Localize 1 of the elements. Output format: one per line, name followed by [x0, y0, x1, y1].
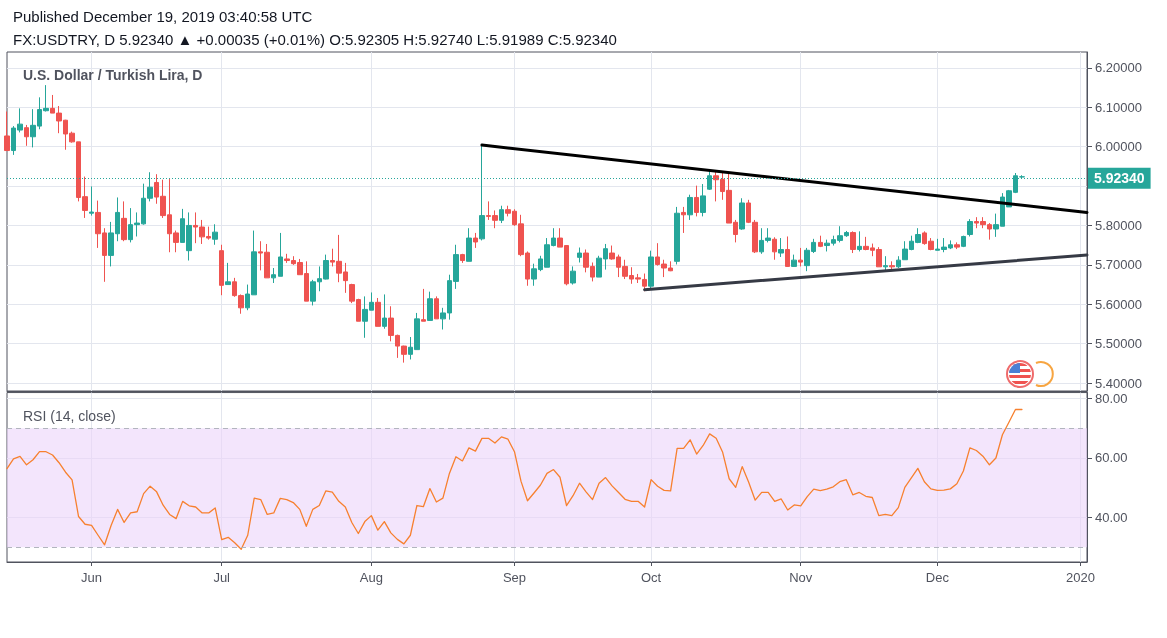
candlestick: [4, 111, 10, 152]
